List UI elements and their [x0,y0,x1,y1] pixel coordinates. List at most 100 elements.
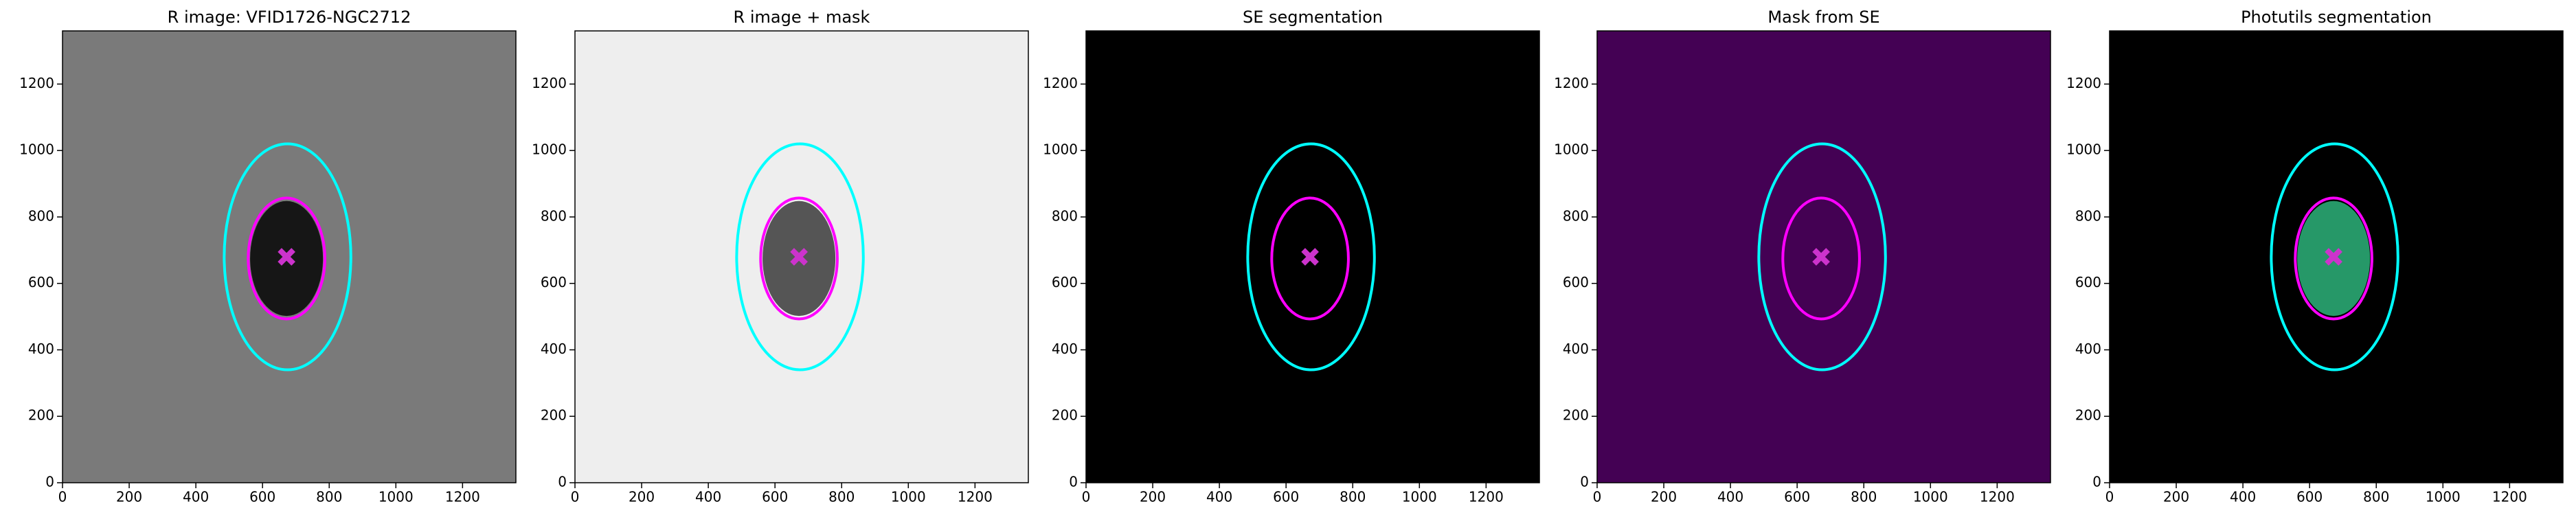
aperture-ellipse [1757,142,1887,371]
x-tick-label: 800 [316,489,342,505]
y-tick-label: 400 [2075,341,2101,357]
axes-frame [1596,30,2051,483]
x-tick-label: 600 [2296,489,2323,505]
panel-title: R image + mask [734,8,870,27]
x-tick-label: 200 [629,489,655,505]
x-tick-label: 1200 [445,489,480,505]
y-tick-label: 400 [1052,341,1078,357]
center-marker [790,248,808,266]
y-tick-label: 1200 [1554,75,1589,91]
y-tick-label: 1200 [1043,75,1078,91]
x-tick-label: 1200 [1469,489,1504,505]
x-tick-label: 400 [183,489,209,505]
y-tick-label: 600 [28,274,54,290]
y-tick-label: 400 [28,341,54,357]
y-tick-label: 1200 [19,75,54,91]
y-tick-label: 1000 [532,141,567,158]
y-tick-label: 0 [1580,474,1589,490]
y-tick-label: 800 [2075,207,2101,224]
y-tick-label: 200 [1563,407,1589,424]
aperture-ellipse [2270,142,2399,371]
panel-3 [1597,31,2050,483]
y-tick-label: 1200 [2066,75,2101,91]
x-tick-label: 1000 [1402,489,1437,505]
x-tick-label: 800 [1340,489,1366,505]
y-tick-label: 0 [1069,474,1078,490]
x-tick-label: 600 [762,489,788,505]
y-tick-label: 1000 [1043,141,1078,158]
y-tick-label: 1000 [19,141,54,158]
aperture-ellipse [2294,196,2373,321]
y-tick-label: 400 [1563,341,1589,357]
y-tick-label: 1000 [2066,141,2101,158]
x-tick-label: 400 [1717,489,1743,505]
x-tick-label: 200 [116,489,142,505]
x-tick-label: 1200 [2492,489,2527,505]
center-marker [1301,248,1319,266]
x-tick-label: 600 [1273,489,1299,505]
x-tick-label: 1000 [379,489,414,505]
axes-frame [62,30,517,483]
aperture-ellipse [1246,142,1376,371]
x-tick-label: 1200 [958,489,993,505]
x-tick-label: 0 [1593,489,1602,505]
x-tick-label: 400 [2230,489,2256,505]
panel-0 [63,31,516,483]
center-marker [1812,248,1830,266]
x-tick-label: 800 [1851,489,1877,505]
y-tick-label: 200 [2075,407,2101,424]
y-tick-label: 200 [1052,407,1078,424]
aperture-ellipse [223,142,352,371]
x-tick-label: 600 [1784,489,1810,505]
panel-title: R image: VFID1726-NGC2712 [168,8,411,27]
y-tick-label: 200 [541,407,567,424]
y-tick-label: 400 [541,341,567,357]
x-tick-label: 400 [1206,489,1232,505]
x-tick-label: 0 [58,489,67,505]
center-marker [278,248,295,266]
y-tick-label: 1000 [1554,141,1589,158]
panel-title: Photutils segmentation [2241,8,2432,27]
y-tick-label: 200 [28,407,54,424]
x-tick-label: 1000 [1913,489,1948,505]
x-tick-label: 0 [2105,489,2114,505]
y-tick-label: 800 [1563,207,1589,224]
x-tick-label: 200 [1651,489,1677,505]
y-tick-label: 0 [558,474,567,490]
y-tick-label: 0 [45,474,54,490]
y-tick-label: 600 [2075,274,2101,290]
x-tick-label: 1000 [891,489,926,505]
x-tick-label: 200 [2163,489,2189,505]
panel-4 [2110,31,2563,483]
x-tick-label: 1200 [1980,489,2015,505]
y-tick-label: 800 [541,207,567,224]
y-tick-label: 800 [1052,207,1078,224]
x-tick-label: 400 [695,489,721,505]
x-tick-label: 800 [2363,489,2389,505]
x-tick-label: 0 [571,489,580,505]
axes-frame [1085,30,1540,483]
aperture-ellipse [247,196,326,321]
panel-title: Mask from SE [1767,8,1879,27]
y-tick-label: 600 [541,274,567,290]
panel-1 [575,31,1028,483]
y-tick-label: 1200 [532,75,567,91]
axes-frame [2109,30,2564,483]
x-tick-label: 0 [1082,489,1091,505]
y-tick-label: 0 [2092,474,2101,490]
aperture-ellipse [735,142,865,371]
aperture-ellipse [759,196,839,321]
aperture-ellipse [1781,196,1861,321]
x-tick-label: 800 [828,489,855,505]
x-tick-label: 1000 [2426,489,2461,505]
y-tick-label: 600 [1052,274,1078,290]
y-tick-label: 600 [1563,274,1589,290]
panel-title: SE segmentation [1243,8,1383,27]
center-marker [2325,248,2342,266]
axes-frame [574,30,1029,483]
x-tick-label: 600 [249,489,275,505]
panel-2 [1086,31,1539,483]
y-tick-label: 800 [28,207,54,224]
